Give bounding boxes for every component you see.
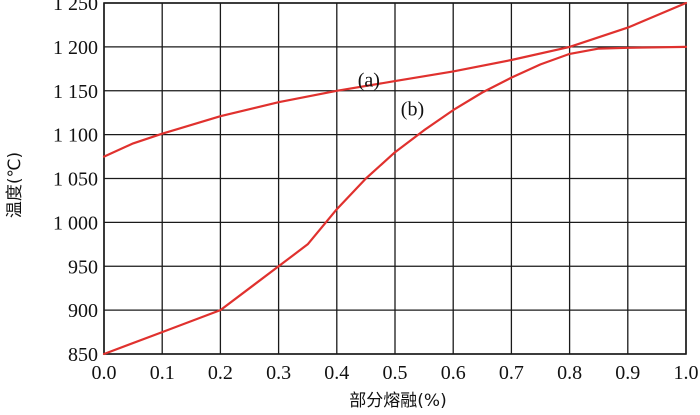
y-tick-label: 1 250 (53, 0, 98, 15)
x-tick-label: 0.1 (150, 362, 175, 384)
y-tick-label: 1 000 (53, 212, 98, 234)
y-axis-title: 温度(℃) (5, 152, 25, 218)
x-axis-ticks: 0.0 0.1 0.2 0.3 0.4 0.5 0.6 0.7 0.8 0.9 1.0 (92, 362, 699, 384)
grid (103, 2, 687, 355)
x-tick-label: 0.5 (383, 362, 408, 384)
y-tick-label: 1 050 (53, 169, 98, 191)
x-tick-label: 0.2 (208, 362, 233, 384)
plot-frame (103, 2, 687, 355)
series-line-a (102, 1, 688, 158)
x-tick-label: 0.6 (441, 362, 466, 384)
y-tick-label: 1 200 (53, 37, 98, 59)
y-tick-label: 850 (68, 344, 98, 366)
x-axis-title: 部分熔融(%) (349, 391, 446, 411)
x-tick-label: 0.8 (557, 362, 582, 384)
x-tick-label: 1.0 (674, 362, 699, 384)
y-tick-label: 900 (68, 300, 98, 322)
y-tick-label: 1 150 (53, 81, 98, 103)
y-tick-label: 950 (68, 256, 98, 278)
series-line-b (102, 45, 688, 356)
x-tick-label: 0.7 (499, 362, 524, 384)
curve-label-b: (b) (401, 98, 424, 120)
series-layer (102, 1, 688, 356)
x-tick-label: 0.3 (266, 362, 291, 384)
y-axis-ticks: 850 900 950 1 000 1 050 1 100 1 150 1 200 1 250 (53, 0, 98, 366)
curve-label-a: (a) (358, 69, 380, 91)
x-tick-label: 0.4 (324, 362, 349, 384)
x-tick-label: 0.0 (92, 362, 117, 384)
x-tick-label: 0.9 (615, 362, 640, 384)
curve-labels: (a) (b) (358, 69, 424, 120)
y-tick-label: 1 100 (53, 125, 98, 147)
